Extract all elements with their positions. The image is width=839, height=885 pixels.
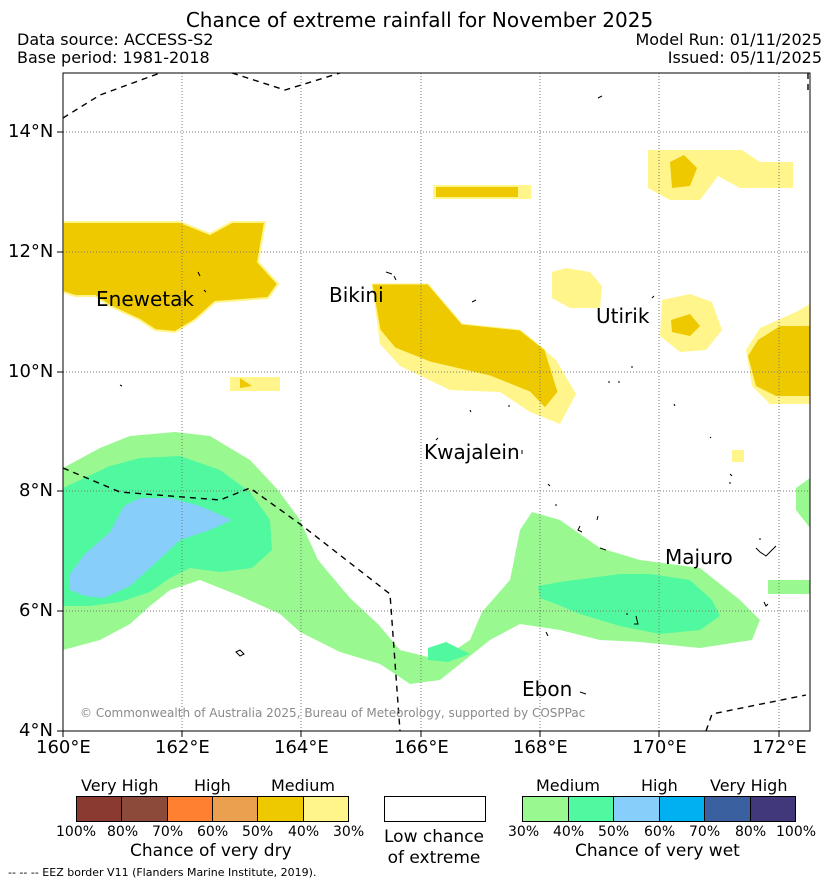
lat-tick-10n: 10°N — [8, 361, 54, 382]
wet-regions — [63, 432, 810, 684]
dry-cat-medium: Medium — [271, 776, 335, 795]
model-run: Model Run: 01/11/2025 — [635, 30, 823, 49]
lon-tick-168e: 168°E — [513, 737, 568, 758]
wet-tick-40: 40% — [553, 824, 585, 840]
dry-swatch-40-30 — [303, 797, 348, 821]
dry-swatch-50-40 — [258, 797, 304, 821]
dry-tick-30: 30% — [333, 824, 365, 840]
eez-border-note: -- -- -- EEZ border V11 (Flanders Marine… — [8, 866, 317, 879]
dry-tick-50: 50% — [242, 824, 274, 840]
lat-tick-6n: 6°N — [19, 600, 53, 621]
place-ebon: Ebon — [522, 677, 573, 701]
dry-tick-80: 80% — [107, 824, 139, 840]
lat-tick-4n: 4°N — [19, 720, 53, 741]
low-chance-swatch — [384, 796, 486, 822]
wet-swatch-80-100 — [750, 797, 795, 821]
lon-tick-160e: 160°E — [36, 737, 91, 758]
wet-cat-very-high: Very High — [710, 776, 788, 795]
dry-swatch-70-60 — [167, 797, 213, 821]
wet-colorbar — [522, 796, 796, 822]
wet-swatch-70-80 — [705, 797, 751, 821]
low-chance-label-2: of extreme — [387, 848, 481, 868]
wet-swatch-60-70 — [659, 797, 705, 821]
issued-date: Issued: 05/11/2025 — [667, 48, 822, 67]
lon-tick-172e: 172°E — [752, 737, 807, 758]
data-source: Data source: ACCESS-S2 — [17, 30, 214, 49]
dry-tick-70: 70% — [152, 824, 184, 840]
lon-tick-164e: 164°E — [274, 737, 329, 758]
wet-tick-60: 60% — [644, 824, 676, 840]
wet-swatch-50-60 — [614, 797, 660, 821]
wet-region-majuro — [538, 574, 720, 634]
wet-region-west-core — [70, 498, 232, 598]
dry-legend-title: Chance of very dry — [130, 841, 292, 861]
lat-tick-12n: 12°N — [8, 241, 54, 262]
dry-cat-high: High — [194, 776, 231, 795]
place-majuro: Majuro — [665, 545, 733, 569]
dry-tick-40: 40% — [288, 824, 320, 840]
axis-ticks — [57, 131, 780, 737]
dry-swatch-80-70 — [122, 797, 168, 821]
dry-region-bikini — [371, 283, 559, 409]
wet-region-south — [428, 642, 470, 662]
wet-tick-80: 80% — [735, 824, 767, 840]
wet-tick-100: 100% — [776, 824, 817, 840]
wet-region-east-edge — [796, 478, 810, 528]
dry-colorbar — [76, 796, 349, 822]
dry-region-small — [230, 377, 280, 391]
eez-borders — [62, 72, 809, 732]
dry-tick-100: 100% — [56, 824, 97, 840]
place-kwajalein: Kwajalein — [424, 440, 520, 464]
wet-cat-medium: Medium — [536, 776, 600, 795]
copyright-notice: © Commonwealth of Australia 2025, Bureau… — [80, 706, 586, 720]
dry-region-northeast — [648, 150, 793, 200]
map-title: Chance of extreme rainfall for November … — [185, 8, 654, 32]
dry-regions — [63, 150, 810, 462]
wet-tick-50: 50% — [598, 824, 630, 840]
lon-tick-170e: 170°E — [632, 737, 687, 758]
lon-tick-166e: 166°E — [394, 737, 449, 758]
dry-tick-60: 60% — [197, 824, 229, 840]
lat-tick-8n: 8°N — [19, 480, 53, 501]
wet-swatch-30-40 — [523, 797, 569, 821]
place-utirik: Utirik — [596, 304, 650, 328]
wet-legend-title: Chance of very wet — [575, 841, 740, 861]
base-period: Base period: 1981-2018 — [17, 48, 210, 67]
wet-tick-70: 70% — [689, 824, 721, 840]
wet-tick-30: 30% — [508, 824, 540, 840]
islands — [119, 95, 777, 695]
dry-cat-very-high: Very High — [81, 776, 159, 795]
place-bikini: Bikini — [329, 283, 384, 307]
wet-swatch-40-50 — [568, 797, 614, 821]
dry-swatch-60-50 — [212, 797, 259, 821]
map-frame — [62, 72, 811, 732]
lat-tick-14n: 14°N — [8, 121, 54, 142]
dry-region-utirik — [552, 268, 602, 308]
low-chance-label-1: Low chance — [384, 827, 484, 847]
dry-swatch-100-80 — [77, 797, 123, 821]
dry-region-enewetak — [63, 221, 280, 334]
place-enewetak: Enewetak — [96, 287, 194, 311]
lon-tick-162e: 162°E — [155, 737, 210, 758]
wet-cat-high: High — [641, 776, 678, 795]
